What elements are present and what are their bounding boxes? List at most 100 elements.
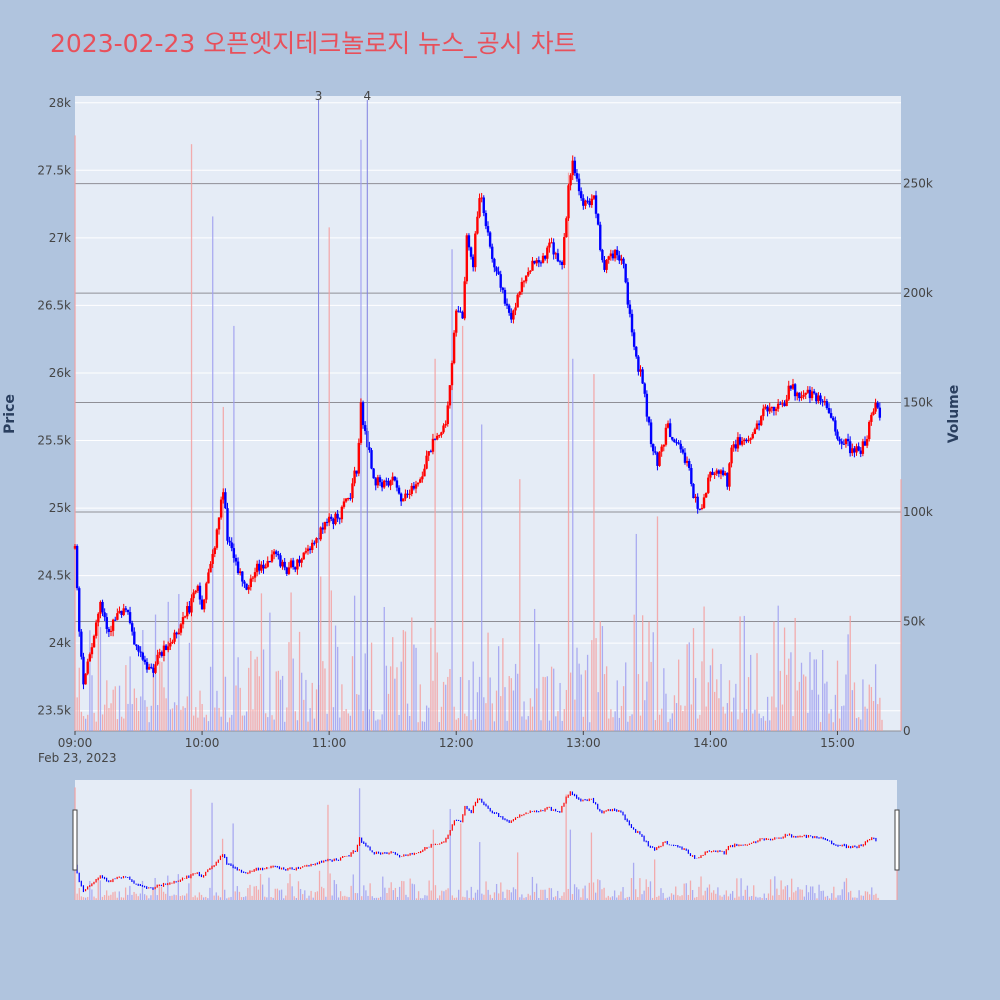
rangeslider-volume-bar bbox=[809, 886, 812, 900]
candle-body bbox=[330, 516, 333, 519]
volume-bar bbox=[277, 670, 280, 731]
rangeslider-volume-bar bbox=[99, 880, 101, 900]
candle-body bbox=[226, 508, 229, 541]
rangeslider-volume-bar bbox=[367, 895, 369, 900]
volume-bar bbox=[385, 665, 388, 731]
volume-bar bbox=[163, 687, 165, 731]
volume-bar bbox=[756, 653, 758, 731]
volume-bar bbox=[874, 664, 877, 731]
volume-bar bbox=[353, 595, 356, 731]
rangeslider-volume-bar bbox=[723, 894, 725, 900]
rangeslider-volume-bar bbox=[672, 894, 675, 900]
candle-body bbox=[620, 258, 623, 261]
volume-bar bbox=[654, 720, 657, 731]
rangeslider-volume-bar bbox=[824, 896, 827, 900]
volume-bar bbox=[629, 716, 631, 731]
rangeslider-volume-bar bbox=[816, 898, 818, 900]
rangeslider-volume-bar bbox=[196, 897, 198, 900]
rangeslider-volume-bar bbox=[460, 823, 462, 900]
rangeslider-volume-bar bbox=[786, 885, 789, 900]
candle-body bbox=[537, 260, 541, 263]
rangeslider-volume-bar bbox=[116, 897, 118, 900]
candle-body bbox=[698, 508, 701, 510]
rangeslider-volume-bar bbox=[603, 887, 605, 900]
volume-bar bbox=[332, 707, 335, 731]
rangeslider-volume-bar bbox=[706, 887, 709, 900]
volume-bar bbox=[445, 684, 447, 731]
volume-bar bbox=[860, 719, 862, 731]
volume-bar bbox=[383, 606, 385, 731]
candle-body bbox=[563, 237, 566, 266]
volume-bar bbox=[682, 710, 684, 731]
volume-bar bbox=[281, 675, 284, 731]
candle-body bbox=[817, 395, 820, 402]
candle-body bbox=[632, 332, 636, 347]
candle-body bbox=[399, 493, 403, 502]
volume-bar bbox=[521, 716, 523, 731]
volume-bar bbox=[843, 705, 845, 731]
volume-bar bbox=[730, 711, 733, 731]
volume-bar bbox=[368, 709, 371, 731]
rangeslider-volume-bar bbox=[462, 896, 464, 900]
volume-bar bbox=[104, 704, 106, 731]
volume-bar bbox=[872, 701, 875, 731]
candle-body bbox=[359, 402, 363, 443]
rangeslider-volume-bar bbox=[812, 886, 814, 900]
candle-body bbox=[643, 383, 646, 394]
candle-body bbox=[476, 216, 479, 234]
rangeslider-volume-bar bbox=[264, 896, 266, 900]
volume-bar bbox=[97, 624, 99, 731]
candle-body bbox=[376, 477, 380, 486]
rangeslider-volume-bar bbox=[213, 895, 215, 900]
candle-body bbox=[395, 480, 399, 488]
rangeslider-volume-bar bbox=[590, 832, 593, 900]
volume-bar bbox=[178, 594, 180, 731]
candle-body bbox=[543, 255, 547, 259]
volume-bar bbox=[436, 652, 438, 731]
volume-bar bbox=[616, 680, 618, 731]
candle-body bbox=[228, 540, 231, 543]
rangeslider-volume-bar bbox=[369, 883, 371, 900]
candle-body bbox=[198, 585, 202, 600]
rangeslider-volume-bar bbox=[778, 894, 780, 900]
rangeslider-volume-bar bbox=[466, 890, 468, 900]
volume-axis-title: Volume bbox=[946, 385, 962, 444]
volume-bar bbox=[813, 659, 815, 731]
candle-body bbox=[531, 260, 534, 271]
volume-bar bbox=[392, 637, 394, 731]
candle-body bbox=[355, 470, 358, 474]
rangeslider-volume-bar bbox=[681, 895, 683, 900]
volume-bar bbox=[324, 668, 326, 731]
rangeslider-volume-bar bbox=[740, 878, 742, 900]
candle-body bbox=[808, 389, 812, 399]
candle-body bbox=[270, 554, 274, 562]
candle-body bbox=[662, 444, 665, 447]
rangeslider-volume-bar bbox=[858, 890, 860, 900]
rangeslider-volume-bar bbox=[599, 880, 601, 900]
volume-bar bbox=[402, 630, 404, 731]
candle-body bbox=[211, 554, 214, 564]
rangeslider-volume-bar bbox=[738, 896, 740, 900]
candle-body bbox=[700, 507, 704, 509]
rangeslider-volume-bar bbox=[371, 896, 373, 900]
rangeslider-volume-bar bbox=[502, 891, 504, 900]
candle-body bbox=[111, 619, 115, 631]
candle-body bbox=[86, 661, 89, 674]
volume-bar bbox=[216, 690, 218, 731]
candle-body bbox=[783, 403, 786, 407]
volume-bar bbox=[675, 703, 678, 731]
volume-bar bbox=[190, 144, 193, 731]
candle-body bbox=[255, 563, 259, 573]
candle-body bbox=[183, 616, 187, 618]
volume-bar bbox=[195, 707, 197, 731]
volume-bar bbox=[127, 703, 129, 731]
candle-body bbox=[863, 441, 867, 446]
volume-bar bbox=[243, 715, 246, 731]
volume-bar bbox=[241, 715, 244, 731]
rangeslider-volume-bar bbox=[670, 893, 673, 900]
candle-body bbox=[823, 401, 826, 403]
candle-body bbox=[116, 613, 119, 620]
volume-bar bbox=[364, 653, 366, 731]
candle-body bbox=[380, 482, 384, 488]
rangeslider-volume-bar bbox=[784, 886, 786, 900]
